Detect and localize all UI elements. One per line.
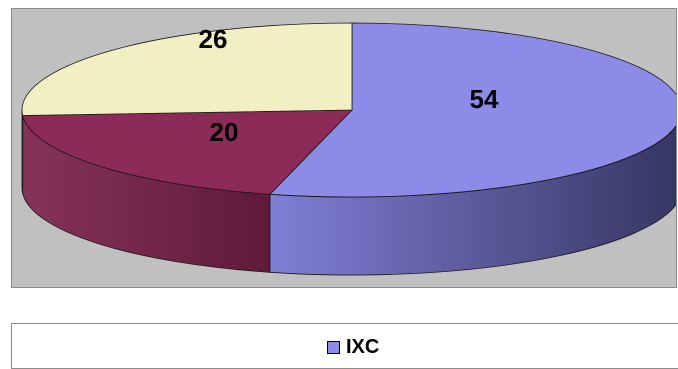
plot-area: 54 20 26 [11, 8, 677, 288]
data-label: 20 [210, 117, 239, 147]
pie-slice [22, 109, 353, 195]
pie-slice [21, 22, 353, 116]
legend-label: IXC [346, 336, 380, 358]
legend: IXC [11, 323, 678, 369]
data-label: 26 [199, 24, 228, 54]
legend-swatch [327, 340, 340, 354]
data-label: 54 [470, 84, 499, 114]
pie-slice [269, 22, 676, 198]
pie-chart: 54 20 26 [21, 22, 676, 276]
pie-slice-side [21, 109, 24, 194]
legend-entry-ixc: IXC [327, 336, 379, 358]
